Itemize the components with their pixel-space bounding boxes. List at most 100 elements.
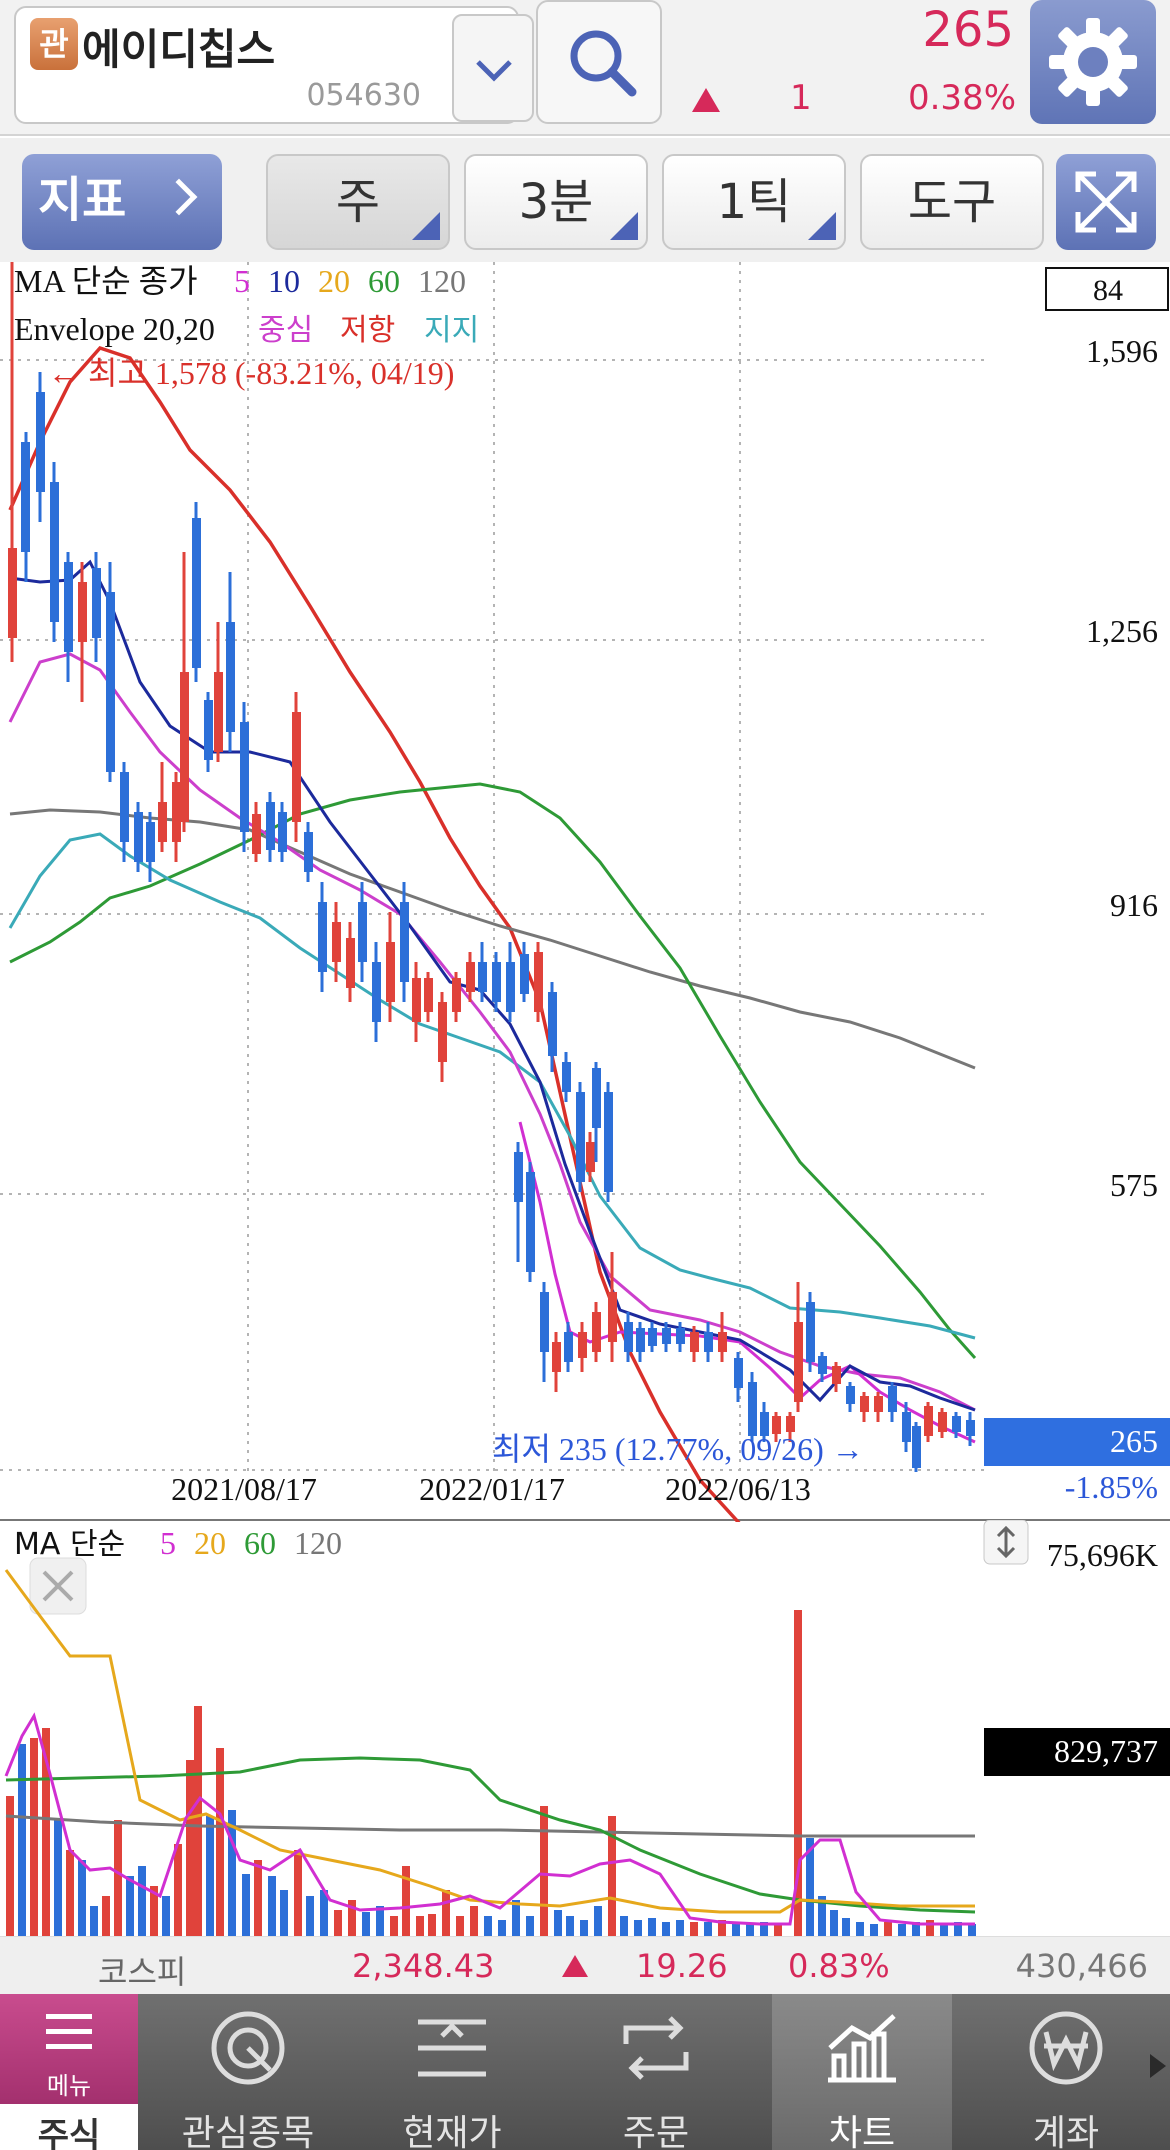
- candle-down: [526, 1172, 535, 1272]
- volume-ma-legend-5: 5: [160, 1525, 176, 1561]
- envelope-resist-line: [8, 345, 741, 1522]
- candle-down: [64, 562, 73, 652]
- period-label: 주: [335, 174, 381, 230]
- tools-button[interactable]: 도구: [860, 154, 1044, 250]
- candle-down: [520, 954, 529, 994]
- search-button[interactable]: [536, 0, 662, 124]
- ma-legend-10: 10: [268, 263, 300, 299]
- candle-up: [534, 952, 543, 1012]
- close-icon[interactable]: [29, 1557, 87, 1615]
- chevron-right-icon: [160, 178, 198, 216]
- candle-down: [372, 962, 381, 1022]
- nav-more-arrow-icon[interactable]: [1150, 2054, 1166, 2078]
- current-price-marker: [984, 1418, 1170, 1466]
- x-axis-label: 2021/08/17: [171, 1471, 317, 1507]
- candle-up: [172, 782, 181, 842]
- current-price-marker-text: 265: [1110, 1423, 1158, 1459]
- up-arrow-icon: [692, 88, 720, 112]
- candle-up: [938, 1412, 947, 1432]
- candle-down: [846, 1386, 855, 1404]
- volume-ma20-line: [4, 1569, 975, 1914]
- index-ticker-bar[interactable]: 코스피 2,348.43 19.26 0.83% 430,466: [0, 1936, 1170, 1994]
- indicator-button[interactable]: 지표: [22, 154, 222, 250]
- menu-button[interactable]: 메뉴 주식: [0, 1994, 138, 2150]
- candle-down: [676, 1328, 685, 1344]
- nav-watchlist[interactable]: 관심종목: [158, 1994, 338, 2150]
- nav-chart[interactable]: 차트: [772, 1994, 952, 2150]
- current-change-pct: -1.85%: [1065, 1469, 1158, 1505]
- settings-button[interactable]: [1030, 0, 1156, 124]
- stock-selector[interactable]: 관 에이디칩스 054630: [14, 6, 534, 124]
- candle-down: [888, 1386, 897, 1412]
- fullscreen-button[interactable]: [1056, 154, 1156, 250]
- candle-up: [158, 802, 167, 842]
- candle-down: [492, 962, 501, 1002]
- volume-bars: [6, 1610, 976, 1936]
- candle-down: [966, 1420, 975, 1436]
- candle-down: [704, 1332, 713, 1352]
- candle-up: [466, 962, 475, 992]
- candle-up: [438, 1002, 447, 1062]
- interval-3min-button[interactable]: 3분: [464, 154, 648, 250]
- price-change: 1: [790, 78, 812, 118]
- volume-chart[interactable]: MA 단순 5 20 60 120 75,696K 829,737: [0, 1520, 1170, 1936]
- x-axis-label: 2022/01/17: [419, 1471, 565, 1507]
- candle-down: [514, 1152, 523, 1202]
- index-change-pct: 0.83%: [788, 1947, 890, 1985]
- candle-down: [734, 1358, 743, 1388]
- ma-legend-20: 20: [318, 263, 350, 299]
- price-chart[interactable]: MA 단순 종가 5 10 20 60 120 Envelope 20,20 중…: [0, 262, 1170, 1522]
- interval-label: 3분: [518, 174, 594, 230]
- candle-down: [120, 772, 129, 842]
- gear-icon: [1049, 18, 1137, 106]
- envelope-support-label: 지지: [424, 313, 479, 348]
- index-name: 코스피: [98, 1953, 187, 1991]
- resize-handle-icon[interactable]: [983, 1520, 1029, 1565]
- nav-order-label: 주문: [622, 2113, 690, 2150]
- candle-up: [608, 1292, 617, 1342]
- watchlist-icon: [211, 2011, 285, 2085]
- period-weekly-button[interactable]: 주: [266, 154, 450, 250]
- candle-down: [358, 902, 367, 962]
- candle-down: [912, 1426, 921, 1468]
- candle-down: [806, 1302, 815, 1362]
- y-axis-label: 1,256: [1086, 613, 1158, 649]
- candle-down: [648, 1328, 657, 1346]
- tick-button[interactable]: 1틱: [662, 154, 846, 250]
- candle-up: [718, 1332, 727, 1352]
- nav-account-label: 계좌: [1032, 2113, 1100, 2150]
- candle-up: [452, 978, 461, 1012]
- candle-up: [832, 1366, 841, 1384]
- candle-up: [772, 1416, 781, 1434]
- candle-up: [252, 814, 261, 854]
- candle-down: [50, 482, 59, 622]
- candle-down: [21, 442, 30, 552]
- volume-ma-legend-20: 20: [194, 1525, 226, 1561]
- chart-grid: [0, 262, 985, 1472]
- top-value-text: 84: [1093, 274, 1123, 307]
- dropdown-corner-icon: [808, 212, 836, 240]
- volume-ma-legend-60: 60: [244, 1525, 276, 1561]
- won-icon: [1029, 2011, 1103, 2085]
- candle-up: [592, 1312, 601, 1352]
- candle-up: [424, 978, 433, 1012]
- nav-order[interactable]: 주문: [566, 1994, 746, 2150]
- chart-icon: [828, 2014, 896, 2083]
- candle-down: [240, 722, 249, 832]
- dropdown-corner-icon: [412, 212, 440, 240]
- nav-account[interactable]: 계좌: [976, 1994, 1156, 2150]
- candle-down: [36, 392, 45, 492]
- candle-up: [552, 1342, 561, 1372]
- expand-icon: [1075, 171, 1137, 233]
- candle-down: [134, 812, 143, 862]
- bottom-navigation: 메뉴 주식 관심종목 현재가 주문 차트: [0, 1994, 1170, 2150]
- stock-code: 054630: [306, 78, 421, 113]
- nav-current-price[interactable]: 현재가: [362, 1994, 542, 2150]
- candle-up: [874, 1396, 883, 1412]
- top-value-box: [1045, 267, 1169, 311]
- candlesticks: [8, 262, 975, 1472]
- stock-dropdown-button[interactable]: [452, 14, 534, 122]
- ma60-line: [9, 782, 977, 1359]
- volume-ma-legend-title: MA 단순: [14, 1527, 125, 1562]
- current-price-icon: [418, 2019, 486, 2077]
